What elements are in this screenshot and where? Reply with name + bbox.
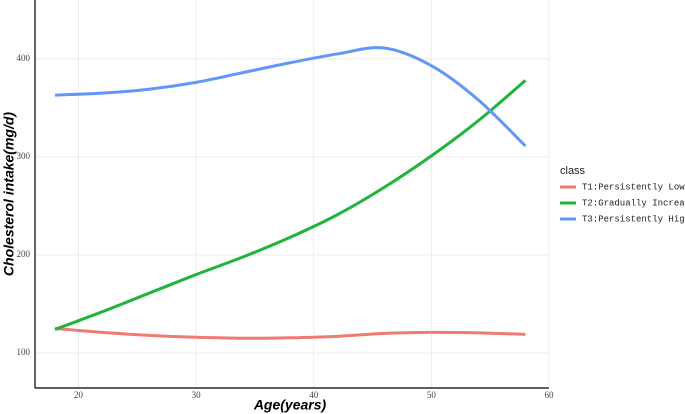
x-tick-label: 40 bbox=[309, 390, 319, 400]
line bbox=[54, 46, 527, 148]
y-tick-label: 300 bbox=[17, 151, 31, 161]
y-tick-label: 200 bbox=[17, 249, 31, 259]
legend-label: T2:Gradually Increasing bbox=[582, 198, 685, 208]
legend-title: class bbox=[560, 165, 586, 177]
x-tick-label: 30 bbox=[192, 390, 202, 400]
y-tick-label: 100 bbox=[17, 347, 31, 357]
legend-label: T1:Persistently Low bbox=[582, 182, 685, 192]
x-tick-label: 50 bbox=[427, 390, 437, 400]
x-axis-title: Age(years) bbox=[253, 397, 327, 413]
x-tick-label: 20 bbox=[74, 390, 84, 400]
y-axis-title: Cholesterol intake(mg/d) bbox=[1, 112, 17, 276]
line bbox=[54, 79, 527, 331]
line bbox=[54, 326, 526, 340]
legend-label: T3:Persistently High bbox=[582, 214, 685, 224]
y-tick-label: 400 bbox=[17, 53, 31, 63]
x-tick-label: 60 bbox=[545, 390, 555, 400]
